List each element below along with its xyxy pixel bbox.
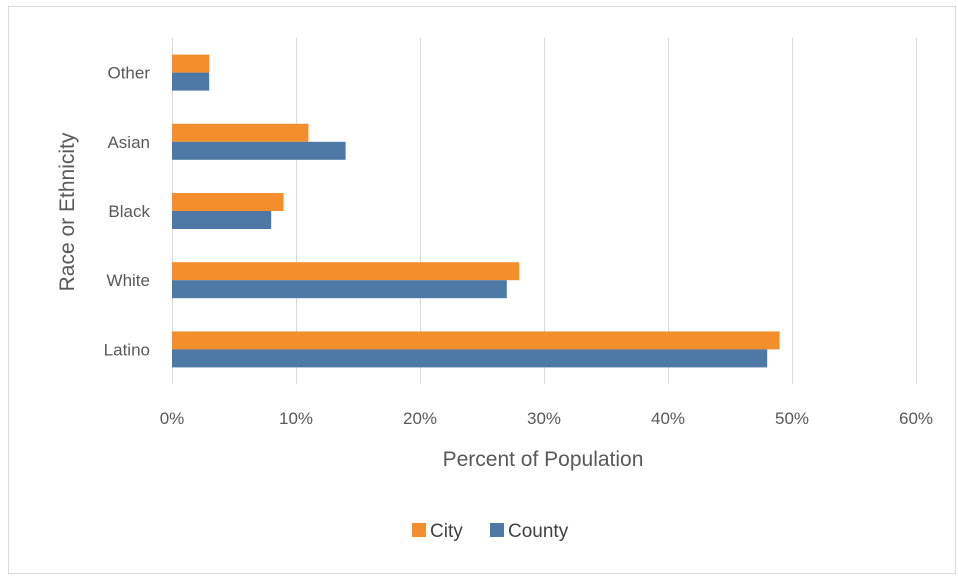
bar-city-latino [172,331,780,350]
legend-swatch-county [490,523,504,537]
x-axis-title: Percent of Population [443,448,644,471]
x-tick-label: 20% [403,409,437,428]
x-tick-label: 40% [651,409,685,428]
bar-county-white [172,280,507,299]
y-tick-label: Other [107,64,150,83]
bar-city-other [172,54,210,73]
y-tick-label: Latino [104,340,150,359]
bar-county-black [172,211,272,229]
bar-county-latino [172,349,768,368]
legend-label-county: County [508,521,569,542]
y-tick-label: White [107,271,150,290]
legend: City County [412,521,569,542]
bar-city-asian [172,123,309,142]
x-tick-label: 60% [899,409,933,428]
y-tick-label: Asian [107,133,150,152]
bar-city-white [172,262,520,281]
y-axis-title: Race or Ethnicity [56,132,79,291]
x-tick-label: 50% [775,409,809,428]
y-tick-labels: Latino White Black Asian Other [104,64,151,360]
bar-county-asian [172,141,346,160]
bars [172,54,780,368]
bar-city-black [172,193,284,211]
bar-county-other [172,72,210,91]
x-tick-labels: 0% 10% 20% 30% 40% 50% 60% [160,409,933,428]
gridlines [172,38,917,384]
x-tick-label: 30% [527,409,561,428]
y-tick-label: Black [108,202,150,221]
x-tick-label: 10% [279,409,313,428]
legend-label-city: City [430,521,463,542]
x-tick-label: 0% [160,409,185,428]
legend-swatch-city [412,523,426,537]
